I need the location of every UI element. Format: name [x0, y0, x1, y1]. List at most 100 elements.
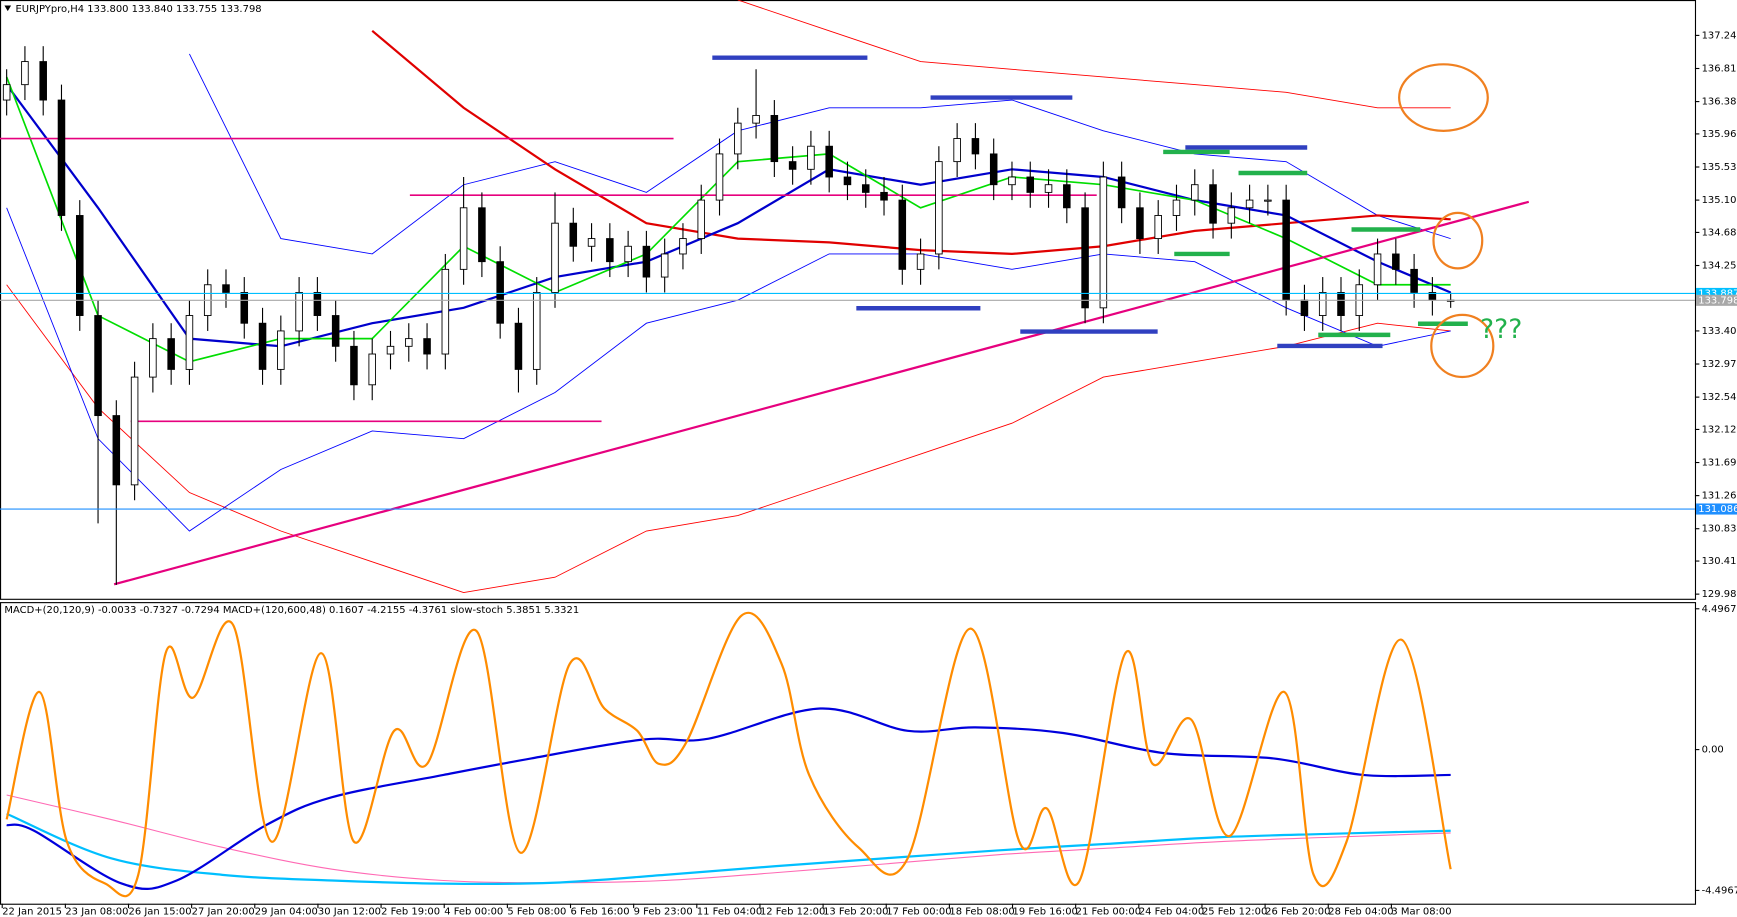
- y-tick-label: 133.400: [1702, 326, 1737, 337]
- x-tick-label: 18 Feb 08:00: [949, 906, 1014, 917]
- candle-body: [898, 199, 907, 270]
- oscillator-line: [6, 812, 1451, 886]
- overlay-line: [5, 83, 1452, 348]
- x-tick-label: 17 Feb 00:00: [886, 906, 951, 917]
- header-arrow: [4, 5, 12, 12]
- candle-body: [1099, 176, 1108, 309]
- overlay-line: [189, 53, 1451, 255]
- x-tick-label: 25 Feb 12:00: [1202, 906, 1267, 917]
- y-tick-label: 0.00: [1702, 745, 1724, 756]
- candle-body: [734, 122, 742, 155]
- candle-body: [1282, 199, 1290, 301]
- trend-line: [113, 200, 1530, 586]
- x-tick-label: 9 Feb 23:00: [634, 906, 693, 917]
- y-tick-label: 132.120: [1702, 424, 1737, 435]
- candle-body: [1392, 253, 1400, 270]
- oscillator-panel: [0, 602, 1697, 905]
- candle-body: [715, 153, 724, 201]
- candle-body: [770, 114, 779, 163]
- candle-body: [1190, 184, 1199, 201]
- x-tick-label: 6 Feb 16:00: [571, 906, 630, 917]
- candle-body: [971, 138, 980, 155]
- candle-body: [57, 99, 66, 216]
- candle-body: [880, 191, 888, 201]
- candle-body: [1081, 207, 1089, 309]
- candle-body: [39, 61, 47, 101]
- candle-body: [606, 238, 614, 263]
- candle-body: [935, 161, 943, 255]
- y-tick-label: 136.810: [1702, 63, 1737, 74]
- highlight-circle: [1398, 63, 1489, 132]
- price-label: 133.798: [1698, 295, 1737, 306]
- x-tick-label: 28 Feb 04:00: [1328, 906, 1393, 917]
- candle-body: [185, 315, 194, 370]
- y-tick-label: -4.4967: [1702, 885, 1737, 896]
- candle-body: [1245, 199, 1254, 209]
- candle-body: [258, 322, 267, 370]
- candle-body: [1172, 199, 1181, 216]
- candle-body: [989, 153, 998, 186]
- x-tick-label: 23 Jan 08:00: [65, 906, 128, 917]
- indicator-legend: MACD+(20,120,9) -0.0033 -0.7327 -0.7294 …: [4, 605, 579, 616]
- candle-body: [624, 245, 632, 263]
- highlight-circle: [1430, 313, 1495, 379]
- candle-body: [660, 253, 669, 278]
- overlay-line: [737, 0, 1451, 109]
- y-tick-label: 131.260: [1702, 491, 1737, 502]
- candle-body: [514, 322, 523, 370]
- price-label: 133.887: [1698, 288, 1737, 299]
- x-tick-label: 21 Feb 00:00: [1076, 906, 1141, 917]
- symbol-header: EURJPYpro,H4 133.800 133.840 133.755 133…: [16, 4, 262, 15]
- x-tick-label: 26 Jan 15:00: [129, 906, 192, 917]
- candle-body: [1026, 176, 1035, 193]
- candle-body: [953, 138, 961, 163]
- candle-body: [916, 253, 925, 270]
- oscillator-line: [5, 611, 1452, 898]
- candle-body: [843, 176, 852, 186]
- candle-body: [807, 145, 815, 170]
- candle-body: [368, 353, 376, 386]
- annotation: ???: [1480, 314, 1522, 345]
- candle-body: [331, 315, 340, 347]
- candle-body: [1209, 184, 1217, 224]
- drawings: [0, 55, 1530, 586]
- candle-body: [130, 376, 139, 486]
- y-tick-label: 129.980: [1702, 589, 1737, 600]
- candle-body: [642, 245, 651, 278]
- candle-body: [1337, 292, 1345, 316]
- overlay-line: [6, 284, 1451, 593]
- x-tick-label: 3 Mar 08:00: [1391, 906, 1451, 917]
- candle-body: [386, 345, 395, 355]
- candle-body: [1373, 253, 1382, 286]
- candle-body: [149, 338, 157, 378]
- highlight-circle: [1432, 211, 1484, 270]
- candle-body: [423, 338, 431, 355]
- y-tick-label: 130.410: [1702, 556, 1737, 567]
- candle-body: [112, 415, 121, 486]
- candle-body: [1264, 199, 1272, 202]
- x-tick-label: 30 Jan 12:00: [318, 906, 381, 917]
- price-label-box: [1696, 503, 1737, 515]
- candle-body: [459, 207, 468, 270]
- x-tick-label: 19 Feb 16:00: [1013, 906, 1078, 917]
- oscillator-line: [6, 794, 1451, 884]
- y-tick-label: 4.4967: [1702, 604, 1737, 615]
- candle-body: [478, 207, 486, 263]
- candle-body: [222, 284, 230, 293]
- candle-body: [277, 330, 285, 370]
- candle-body: [496, 261, 504, 324]
- x-tick-label: 4 Feb 00:00: [444, 906, 503, 917]
- x-tick-label: 11 Feb 04:00: [697, 906, 762, 917]
- candle-body: [587, 238, 596, 247]
- candle-body: [240, 292, 249, 324]
- oscillator-line: [6, 707, 1451, 890]
- candle-body: [679, 238, 687, 255]
- y-tick-label: 134.250: [1702, 261, 1737, 272]
- candle-body: [569, 222, 578, 247]
- candle-body: [441, 268, 450, 355]
- candle-body: [167, 338, 175, 370]
- candle-body: [551, 222, 559, 293]
- candle-body: [861, 184, 870, 193]
